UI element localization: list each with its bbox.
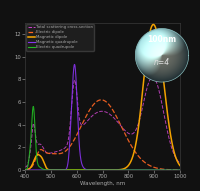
Text: 100nm: 100nm <box>147 35 177 45</box>
Text: n=4: n=4 <box>154 57 170 66</box>
Legend: Total scattering cross-section, Electric dipole, Magnetic dipole, Magnetic quadr: Total scattering cross-section, Electric… <box>26 24 94 51</box>
X-axis label: Wavelength, nm: Wavelength, nm <box>80 180 125 185</box>
